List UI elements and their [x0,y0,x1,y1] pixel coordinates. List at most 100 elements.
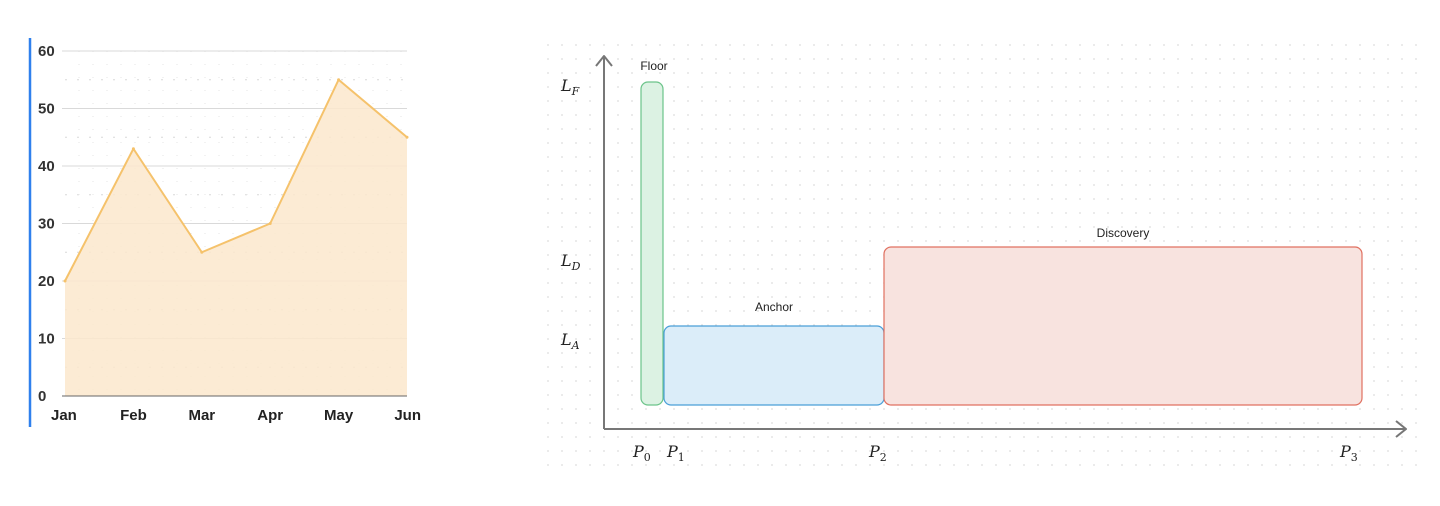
grid-dot [715,436,717,438]
grid-dot [1331,240,1333,242]
series-line [64,78,408,282]
grid-dot [1359,240,1361,242]
grid-dot [617,128,619,130]
grid-dot [995,240,997,242]
grid-dot [561,464,563,466]
grid-dot [1247,240,1249,242]
grid-dot [1401,156,1403,158]
grid-dot [687,100,689,102]
y-level-label-base: L [560,330,572,349]
grid-dot [1163,142,1165,144]
grid-dot [799,422,801,424]
grid-dot [1121,100,1123,102]
grid-dot [1065,240,1067,242]
grid-dot [743,408,745,410]
grid-dot [701,408,703,410]
grid-dot [1107,240,1109,242]
grid-dot [715,86,717,88]
grid-dot [1373,240,1375,242]
grid-dot [1345,184,1347,186]
grid-dot [1415,100,1417,102]
area-chart: 0 10 20 30 40 50 60 Jan Feb Mar Apr May Jun [28,38,421,427]
grid-dot [869,100,871,102]
grid-dot [617,394,619,396]
grid-dot [1247,72,1249,74]
grid-dot [1303,142,1305,144]
grid-dot [827,422,829,424]
grid-dot [1135,142,1137,144]
grid-dot [1401,142,1403,144]
grid-dot [1233,170,1235,172]
grid-dot [1163,156,1165,158]
grid-dot [561,366,563,368]
grid-dot [1121,436,1123,438]
grid-dot [1401,72,1403,74]
grid-dot [757,156,759,158]
grid-dot [729,310,731,312]
grid-dot [589,170,591,172]
grid-dot [855,296,857,298]
grid-dot [1303,86,1305,88]
grid-dot [1023,226,1025,228]
grid-dot [673,128,675,130]
grid-dot [1373,142,1375,144]
grid-dot [757,408,759,410]
grid-dot [561,268,563,270]
grid-dot [547,338,549,340]
grid-dot [1289,408,1291,410]
grid-dot [1331,114,1333,116]
grid-dot [1303,198,1305,200]
grid-dot [1415,240,1417,242]
grid-dot [631,44,633,46]
grid-dot [1233,86,1235,88]
grid-dot [575,170,577,172]
grid-dot [1261,464,1263,466]
grid-dot [813,240,815,242]
grid-dot [1177,212,1179,214]
grid-dot [1275,450,1277,452]
grid-dot [1107,184,1109,186]
grid-dot [911,128,913,130]
grid-dot [1415,310,1417,312]
y-level-label-base: L [560,76,572,95]
grid-dot [547,100,549,102]
grid-dot [1051,226,1053,228]
grid-dot [1387,212,1389,214]
grid-dot [1009,408,1011,410]
grid-dot [1023,128,1025,130]
grid-dot [757,240,759,242]
grid-dot [841,254,843,256]
grid-dot [1219,408,1221,410]
grid-dot [1205,100,1207,102]
grid-dot [1233,128,1235,130]
grid-dot [561,44,563,46]
grid-dot [1317,408,1319,410]
grid-dot [841,310,843,312]
grid-dot [967,184,969,186]
grid-dot [813,44,815,46]
grid-dot [939,156,941,158]
grid-dot [561,58,563,60]
grid-dot [659,58,661,60]
grid-dot [1135,464,1137,466]
grid-dot [827,128,829,130]
grid-dot [1051,450,1053,452]
region-floor [640,81,664,406]
grid-dot [1177,198,1179,200]
grid-dot [1331,58,1333,60]
grid-dot [855,422,857,424]
grid-dot [547,156,549,158]
grid-dot [673,156,675,158]
grid-dot [799,226,801,228]
grid-dot [827,86,829,88]
grid-dot [855,86,857,88]
grid-dot [547,240,549,242]
grid-dot [1247,408,1249,410]
grid-dot [701,198,703,200]
grid-dot [1415,366,1417,368]
grid-dot [1303,422,1305,424]
grid-dot [1205,198,1207,200]
grid-dot [953,198,955,200]
grid-dot [813,310,815,312]
grid-dot [1163,44,1165,46]
